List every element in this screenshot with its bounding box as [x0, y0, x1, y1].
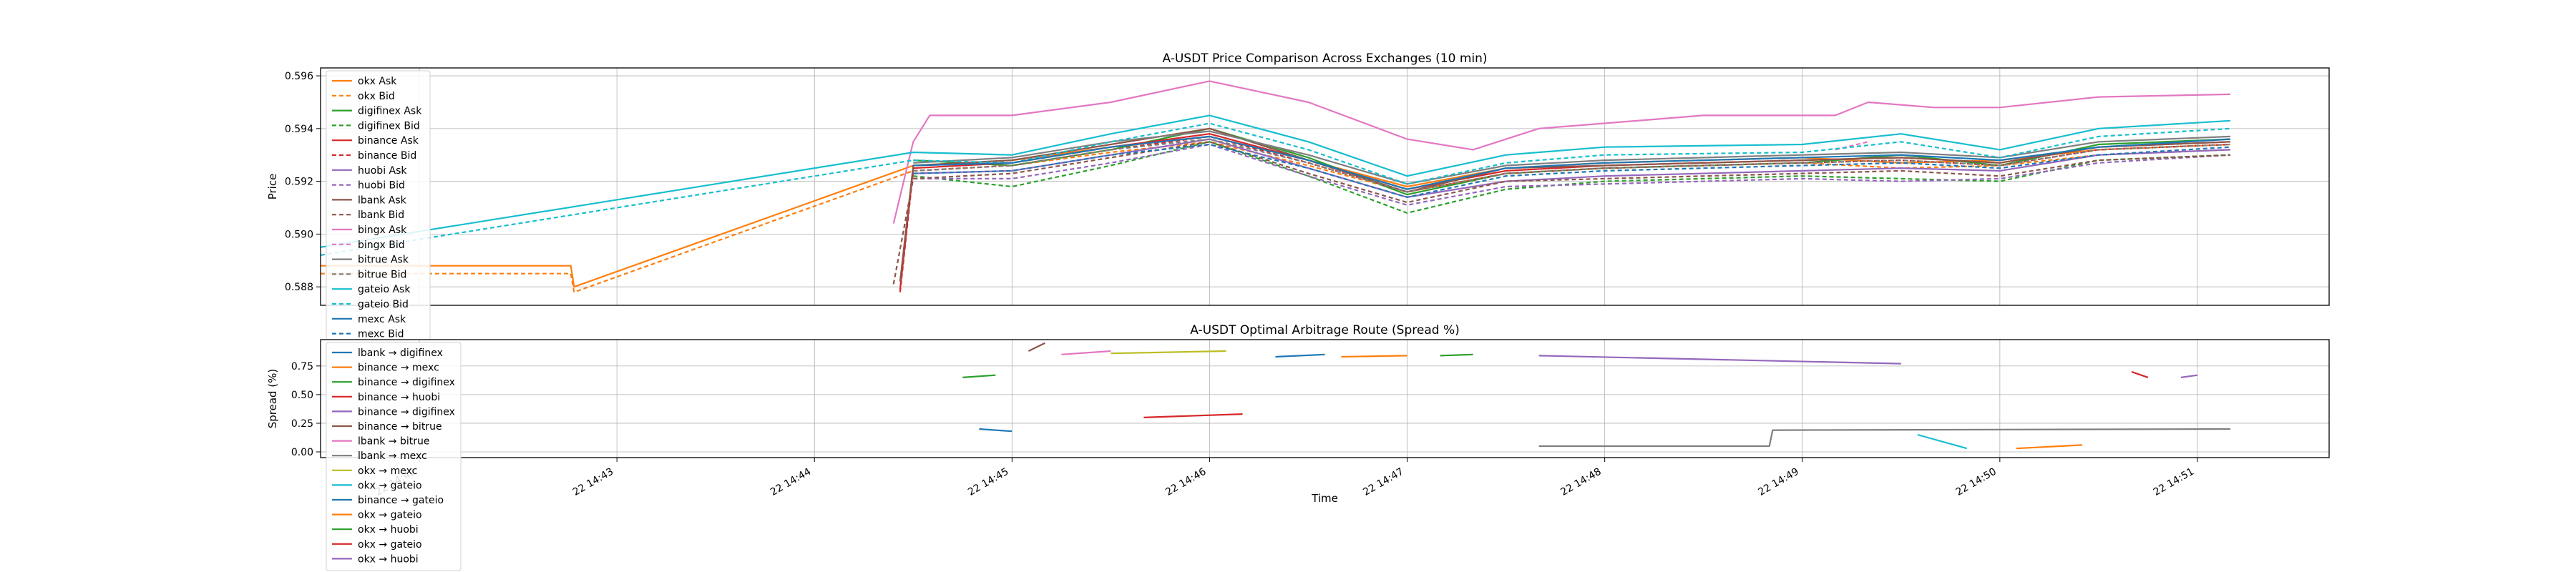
legend-box	[326, 342, 462, 571]
legend-label: huobi Bid	[358, 180, 405, 192]
series-line-11	[1835, 141, 1869, 151]
legend-label: huobi Ask	[358, 165, 407, 177]
price-legend: okx Ask okx Bid digifinex Ask digifinex Bid…	[326, 70, 431, 346]
legend-label: gateio Bid	[358, 299, 409, 310]
legend-label: binance → bitrue	[358, 421, 442, 433]
price-chart-title: A-USDT Price Comparison Across Exchanges…	[1162, 51, 1487, 66]
spread-series-lines	[962, 342, 2231, 450]
y-tick-label: 0.596	[285, 71, 313, 82]
spread-y-axis-label: Spread (%)	[266, 369, 279, 429]
spread-plot-frame	[320, 339, 2330, 458]
legend-label: lbank → bitrue	[358, 436, 429, 448]
legend-label: bingx Bid	[358, 240, 405, 251]
legend-label: okx → gateio	[358, 510, 422, 521]
price-y-ticks: 0.588 0.590 0.592 0.594 0.596	[285, 71, 321, 293]
legend-label: binance → mexc	[358, 363, 439, 374]
legend-label: lbank → digifinex	[358, 347, 443, 359]
series-line-6	[1061, 350, 1111, 355]
price-y-axis-label: Price	[266, 174, 279, 200]
series-line-14	[320, 114, 2231, 248]
series-line-7	[1538, 428, 2231, 448]
y-tick-label: 0.590	[285, 229, 313, 240]
legend-label: bitrue Ask	[358, 255, 409, 266]
legend-label: lbank Ask	[358, 194, 407, 206]
series-line-15	[320, 122, 2231, 256]
series-line-9	[892, 141, 2231, 285]
series-line-1	[321, 141, 2231, 293]
legend-label: bitrue Bid	[358, 269, 406, 280]
legend-label: binance → gateio	[358, 495, 444, 506]
price-chart: 0.588 0.590 0.592 0.594 0.596 A-USDT Price C…	[266, 51, 2330, 346]
legend-label: okx → gateio	[358, 480, 422, 491]
legend-label: binance → digifinex	[358, 406, 455, 418]
series-line-13	[2131, 370, 2149, 378]
series-line-8	[1111, 350, 1226, 355]
spread-x-axis-label: Time	[1311, 492, 1338, 505]
legend-label: binance → digifinex	[358, 377, 455, 388]
legend-label: okx Ask	[358, 76, 397, 87]
series-line-10	[892, 80, 2231, 224]
y-tick-label: 0.25	[291, 418, 313, 430]
series-line-3	[1143, 413, 1243, 418]
legend-label: lbank → mexc	[358, 450, 427, 462]
x-tick-label: 22 14:43	[571, 466, 615, 498]
legend-label: bingx Ask	[358, 225, 407, 236]
y-tick-label: 0.588	[285, 282, 313, 293]
spread-grid	[321, 340, 2329, 458]
legend-label: digifinex Ask	[358, 106, 422, 117]
legend-label: okx → mexc	[358, 465, 417, 477]
series-line-0	[1275, 353, 1325, 358]
legend-label: binance → huobi	[358, 392, 440, 403]
series-line-4	[1538, 355, 1901, 365]
y-tick-label: 0.592	[285, 177, 313, 188]
series-line-13	[913, 138, 2231, 193]
series-line-12	[1440, 353, 1473, 357]
series-line-17	[913, 143, 2231, 198]
x-tick-label: 22 14:45	[966, 466, 1010, 498]
legend-label: okx → huobi	[358, 553, 419, 565]
legend-label: mexc Bid	[358, 329, 404, 340]
series-line-9	[1917, 433, 1968, 450]
legend-label: mexc Ask	[358, 314, 406, 325]
legend-label: lbank Bid	[358, 209, 404, 221]
series-line-11	[2016, 444, 2082, 450]
price-plot-frame	[320, 67, 2330, 306]
series-line-16	[913, 135, 2231, 190]
series-line-8	[899, 127, 2231, 282]
spread-legend: lbank → digifinex binance → mexc binance →…	[326, 342, 462, 571]
x-tick-label: 22 14:47	[1361, 466, 1405, 498]
legend-label: binance Bid	[358, 150, 416, 162]
series-line-2	[962, 374, 996, 378]
legend-label: binance Ask	[358, 135, 419, 147]
series-line-5	[1028, 342, 1045, 352]
legend-label: okx Bid	[358, 91, 395, 102]
series-line-14	[2180, 374, 2198, 378]
legend-label: gateio Ask	[358, 284, 411, 295]
series-line-1	[1341, 355, 1407, 358]
series-line-0	[321, 135, 2231, 288]
spread-plot-area	[321, 340, 2329, 458]
y-tick-label: 0.00	[291, 447, 313, 458]
y-tick-label: 0.594	[285, 124, 313, 135]
x-tick-label: 22 14:51	[2152, 466, 2196, 498]
legend-label: okx → gateio	[358, 539, 422, 551]
series-line-3	[913, 141, 2231, 214]
price-series-lines	[320, 80, 2231, 293]
x-tick-label: 22 14:49	[1757, 466, 1801, 498]
series-line-6	[913, 138, 2231, 198]
spread-y-ticks: 0.00 0.25 0.50 0.75	[291, 361, 321, 458]
y-tick-label: 0.50	[291, 390, 313, 401]
y-tick-label: 0.75	[291, 361, 313, 373]
legend-label: digifinex Bid	[358, 120, 420, 132]
x-tick-label: 22 14:44	[769, 466, 813, 498]
x-tick-label: 22 14:50	[1954, 466, 1999, 498]
x-tick-label: 22 14:46	[1163, 466, 1208, 498]
x-tick-label: 22 14:48	[1558, 466, 1603, 498]
legend-label: okx → huobi	[358, 524, 419, 536]
spread-chart-title: A-USDT Optimal Arbitrage Route (Spread %…	[1190, 323, 1459, 337]
series-line-10	[979, 428, 1013, 433]
